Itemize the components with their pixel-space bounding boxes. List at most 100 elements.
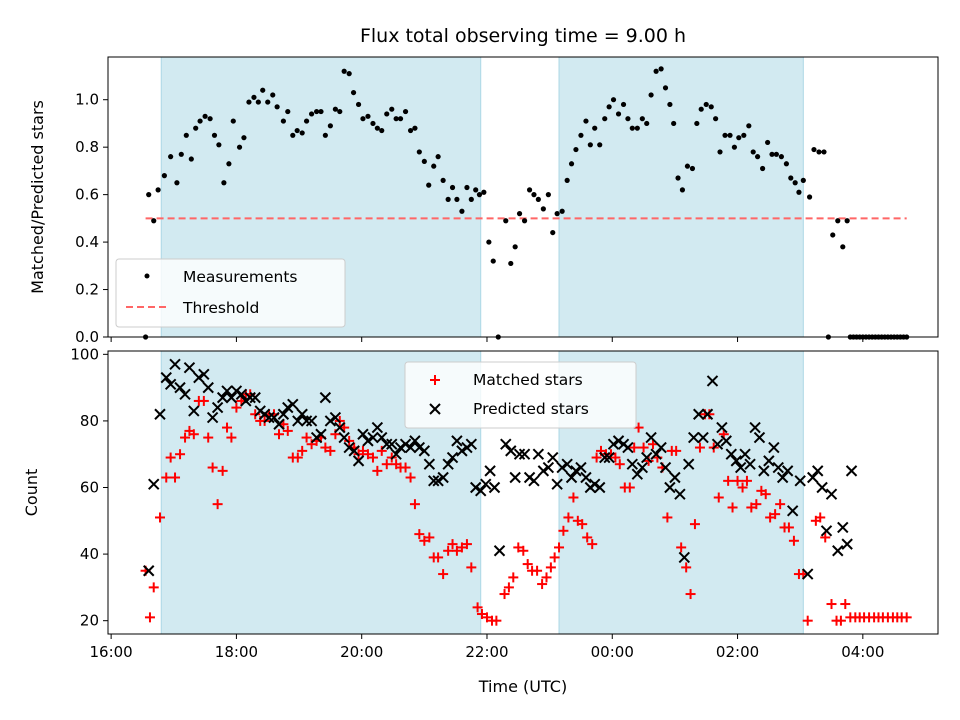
matched-star-point <box>320 442 331 453</box>
legend-x-glyph-b <box>429 403 441 415</box>
measurement-point <box>454 196 460 202</box>
predicted-star-point-b <box>725 448 737 460</box>
predicted-star-point-b <box>480 478 492 490</box>
measurement-point <box>255 99 261 105</box>
predicted-star-point <box>446 451 459 464</box>
measurement-point <box>535 196 541 202</box>
matched-star-point <box>746 502 757 513</box>
measurement-point <box>648 92 654 98</box>
measurement-point <box>379 127 385 134</box>
predicted-star-point-b <box>437 471 449 484</box>
count-panel-frame <box>107 350 939 635</box>
predicted-star-point-b <box>776 471 789 484</box>
predicted-star-point-b <box>706 375 719 387</box>
measurement-point <box>816 149 822 155</box>
measurement-point <box>554 211 560 217</box>
predicted-star-point-b <box>674 488 686 500</box>
matched-star-point <box>456 542 467 553</box>
measurement-point <box>736 135 742 141</box>
matched-star-point <box>297 445 308 456</box>
predicted-star-point <box>664 481 676 494</box>
legend-label-predicted: Predicted stars <box>473 400 589 418</box>
measurement-point <box>365 113 371 119</box>
predicted-star-point-b <box>329 411 342 424</box>
measurement-point <box>629 125 635 131</box>
measurement-point <box>769 151 775 157</box>
measurement-point <box>421 158 427 165</box>
matched-star-point <box>292 452 303 463</box>
predicted-star-point <box>409 435 421 447</box>
measurement-point <box>389 106 395 112</box>
measurement-point <box>313 108 320 115</box>
measurement-point <box>597 142 603 148</box>
measurement-point <box>211 132 218 138</box>
measurement-point <box>703 101 709 108</box>
measurement-point <box>397 116 404 122</box>
predicted-star-point-b <box>428 475 440 487</box>
predicted-star-point-b <box>446 451 459 464</box>
predicted-star-point <box>367 431 379 444</box>
matched-star-point <box>198 395 209 406</box>
measurement-point <box>251 94 257 100</box>
predicted-star-point <box>160 371 172 384</box>
predicted-star-point <box>493 545 506 557</box>
matched-star-point <box>367 452 378 463</box>
count-legend-box <box>404 361 637 429</box>
predicted-star-point-b <box>488 481 501 494</box>
matched-star-point <box>476 609 487 620</box>
measurement-point <box>540 206 546 212</box>
predicted-star-point-b <box>781 465 794 477</box>
predicted-star-point <box>216 391 229 404</box>
predicted-star-point-b <box>734 461 747 474</box>
matched-star-point <box>513 542 524 553</box>
measurement-point <box>241 135 247 141</box>
predicted-star-point-b <box>505 445 517 457</box>
predicted-star-point <box>202 381 214 394</box>
measurement-point <box>459 208 465 214</box>
measurement-point <box>508 260 514 267</box>
predicted-star-point <box>706 375 719 387</box>
predicted-star-point <box>537 465 550 477</box>
measurement-point <box>667 101 673 108</box>
measurement-point <box>684 163 691 169</box>
predicted-star-point-b <box>399 438 412 450</box>
predicted-star-point <box>183 361 196 374</box>
predicted-star-point <box>674 488 686 500</box>
predicted-star-point <box>249 391 261 404</box>
measurement-point <box>821 149 827 155</box>
measurement-point <box>639 116 645 122</box>
predicted-star-point <box>343 441 355 454</box>
matched-star-point <box>624 482 635 493</box>
predicted-star-point <box>225 391 238 404</box>
measurement-point <box>545 192 551 198</box>
matched-star-point <box>372 465 383 476</box>
predicted-star-point-b <box>169 358 181 371</box>
ratio-panel: 0.0 0.2 0.4 0.6 0.8 1.0 Flux total observing … <box>28 25 939 346</box>
count-panel: 20 40 60 80 100 16:00 18:00 20:00 22:00 00:00 02:… <box>22 345 939 696</box>
predicted-star-point <box>386 438 398 450</box>
predicted-star-point <box>845 465 858 477</box>
measurement-point <box>221 180 227 186</box>
predicted-star-point <box>282 401 294 414</box>
predicted-star-point <box>505 445 517 457</box>
ratio-ytick-label: 0.0 <box>75 328 99 346</box>
predicted-star-point-b <box>183 361 196 374</box>
matched-star-point <box>447 539 458 550</box>
measurement-point <box>402 108 409 115</box>
matched-star-point <box>409 499 420 510</box>
measurement-point <box>473 187 479 193</box>
predicted-star-point <box>442 458 454 470</box>
predicted-star-point <box>404 441 417 454</box>
predicted-star-point-b <box>305 415 318 427</box>
matched-star-point <box>381 459 392 470</box>
shaded-span-2 <box>559 57 804 337</box>
matched-star-point <box>148 582 159 593</box>
predicted-star-point-b <box>749 421 761 434</box>
measurement-point <box>449 184 456 191</box>
predicted-star-point <box>631 468 644 480</box>
measurement-point <box>568 161 575 167</box>
measurement-point <box>675 175 681 181</box>
measurement-point <box>476 192 483 198</box>
predicted-star-point-b <box>612 435 625 447</box>
count-ytick-label: 40 <box>80 545 99 563</box>
